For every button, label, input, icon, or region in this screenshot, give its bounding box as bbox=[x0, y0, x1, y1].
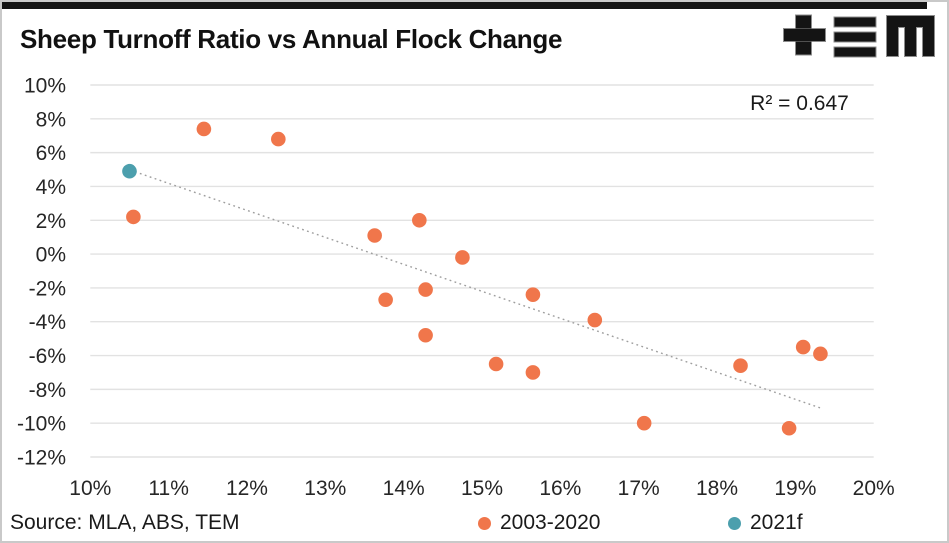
r-squared-annotation: R² = 0.647 bbox=[750, 92, 849, 115]
x-axis-tick-label: 10% bbox=[69, 477, 111, 500]
legend-marker-teal bbox=[728, 516, 741, 530]
data-point-2003-2020 bbox=[418, 282, 433, 297]
data-point-2003-2020 bbox=[813, 346, 828, 362]
data-point-2003-2020 bbox=[781, 420, 797, 436]
data-point-2003-2020 bbox=[525, 365, 541, 380]
legend-label: 2021f bbox=[750, 511, 803, 534]
triple-bar-icon bbox=[833, 16, 877, 58]
legend-item-2003-2020: 2003-2020 bbox=[478, 511, 600, 535]
source-note: Source: MLA, ABS, TEM bbox=[10, 511, 240, 534]
data-point-2003-2020 bbox=[795, 339, 811, 355]
page-title: Sheep Turnoff Ratio vs Annual Flock Chan… bbox=[20, 24, 563, 54]
y-axis-tick-label: 4% bbox=[36, 176, 66, 199]
y-axis-tick-label: -8% bbox=[29, 379, 66, 402]
y-axis-tick-label: 0% bbox=[36, 244, 66, 267]
tem-logo bbox=[783, 14, 935, 58]
x-axis-tick-label: 17% bbox=[618, 477, 660, 500]
y-axis-tick-label: 6% bbox=[36, 142, 66, 165]
x-axis-tick-label: 19% bbox=[774, 477, 816, 500]
x-axis-tick-label: 18% bbox=[696, 477, 738, 500]
x-axis-tick-label: 14% bbox=[383, 477, 425, 500]
data-point-2003-2020 bbox=[587, 312, 603, 328]
m-glyph-icon bbox=[886, 15, 935, 57]
plus-icon bbox=[783, 14, 826, 56]
data-point-2003-2020 bbox=[455, 250, 470, 265]
y-axis-tick-label: 8% bbox=[36, 108, 66, 131]
data-point-2003-2020 bbox=[271, 131, 286, 147]
data-point-2003-2020 bbox=[636, 415, 652, 431]
y-axis-tick-label: 10% bbox=[24, 75, 66, 98]
top-accent-bar bbox=[2, 2, 927, 9]
data-point-2021f bbox=[122, 163, 137, 179]
data-point-2003-2020 bbox=[525, 287, 541, 302]
y-axis-tick-label: -12% bbox=[17, 447, 66, 470]
legend-item-2021f: 2021f bbox=[728, 511, 803, 535]
data-point-2003-2020 bbox=[126, 209, 141, 225]
y-axis-tick-label: -4% bbox=[29, 311, 66, 334]
x-axis-tick-label: 20% bbox=[853, 477, 895, 500]
x-axis-tick-label: 11% bbox=[148, 477, 188, 500]
data-point-2003-2020 bbox=[378, 292, 393, 308]
data-point-2003-2020 bbox=[418, 327, 433, 343]
y-axis-tick-label: -10% bbox=[17, 413, 66, 436]
data-point-2003-2020 bbox=[367, 228, 382, 243]
data-point-2003-2020 bbox=[412, 212, 427, 228]
data-point-2003-2020 bbox=[196, 121, 212, 137]
y-axis-tick-label: 2% bbox=[36, 210, 66, 233]
x-axis-tick-label: 13% bbox=[304, 477, 346, 500]
legend-marker-orange bbox=[478, 516, 491, 530]
x-axis-tick-label: 12% bbox=[226, 477, 268, 500]
x-axis-tick-label: 16% bbox=[539, 477, 581, 500]
data-point-2003-2020 bbox=[733, 358, 748, 373]
x-axis-tick-label: 15% bbox=[461, 477, 503, 500]
trendline bbox=[134, 171, 821, 409]
legend-label: 2003-2020 bbox=[500, 511, 601, 534]
data-point-2003-2020 bbox=[488, 356, 504, 372]
y-axis-tick-label: -2% bbox=[29, 277, 66, 300]
y-axis-tick-label: -6% bbox=[29, 345, 66, 368]
